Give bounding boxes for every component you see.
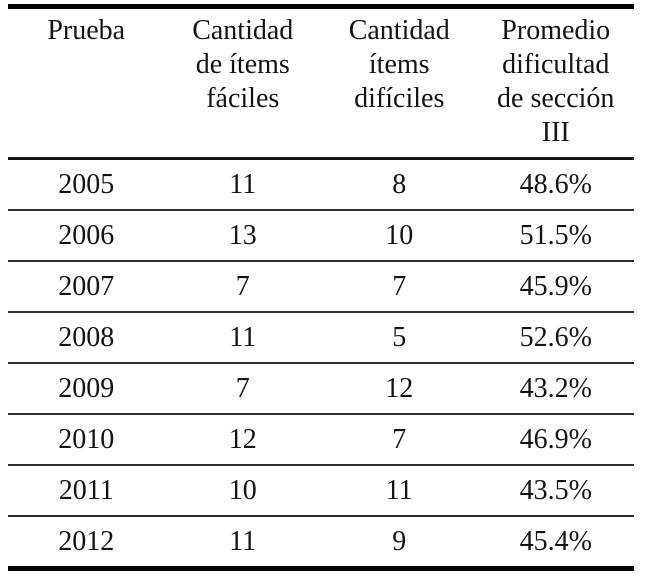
avg-difficulty-cell: 43.2% — [477, 363, 634, 415]
item-difficulty-table: Prueba Cantidad de ítems fáciles Cantida… — [8, 4, 634, 571]
year-cell: 2009 — [8, 363, 165, 415]
difficult-items-cell: 5 — [321, 312, 478, 364]
difficult-items-cell: 9 — [392, 525, 407, 557]
header-line: Promedio — [501, 15, 611, 46]
header-line: Prueba — [47, 15, 126, 46]
easy-items-cell: 11 — [164, 158, 321, 211]
year-cell: 2006 — [8, 210, 165, 262]
avg-difficulty-cell: 52.6% — [477, 312, 634, 364]
avg-difficulty-cell: 51.5% — [477, 210, 634, 262]
table-row: 2012 11 9 45.4% — [8, 516, 634, 569]
header-line: Cantidad — [192, 15, 294, 46]
avg-difficulty-cell: 45.4% — [519, 525, 592, 557]
easy-items-cell: 11 — [229, 525, 257, 557]
table-row: 2011 10 11 43.5% — [8, 465, 634, 517]
header-line: dificultad — [502, 49, 610, 80]
year-cell: 2011 — [8, 465, 165, 517]
difficult-items-cell: 10 — [321, 210, 478, 262]
easy-items-cell: 7 — [164, 363, 321, 415]
scanned-table-region: Prueba Cantidad de ítems fáciles Cantida… — [8, 4, 634, 571]
header-line: Cantidad — [348, 15, 450, 46]
header-line: de ítems — [195, 49, 290, 80]
header-line: difíciles — [354, 83, 445, 114]
header-line: fáciles — [206, 83, 280, 114]
table-row: 2007 7 7 45.9% — [8, 261, 634, 313]
column-header-prueba: Prueba — [8, 6, 165, 160]
header-row: Prueba Cantidad de ítems fáciles Cantida… — [8, 6, 634, 160]
header-line: ítems — [368, 49, 430, 80]
table-header: Prueba Cantidad de ítems fáciles Cantida… — [8, 6, 634, 160]
column-header-promedio-dificultad: Promedio dificultad de sección III — [477, 6, 634, 160]
year-cell: 2010 — [8, 414, 165, 466]
avg-difficulty-cell: 46.9% — [477, 414, 634, 466]
year-cell: 2005 — [8, 158, 165, 211]
table-row: 2005 11 8 48.6% — [8, 158, 634, 211]
difficult-items-cell: 7 — [321, 414, 478, 466]
difficult-items-cell: 7 — [321, 261, 478, 313]
difficult-items-cell: 12 — [321, 363, 478, 415]
table-row: 2010 12 7 46.9% — [8, 414, 634, 466]
table-body: 2005 11 8 48.6% 2006 13 10 51.5% 2007 7 … — [8, 158, 634, 569]
avg-difficulty-cell: 43.5% — [477, 465, 634, 517]
year-cell: 2007 — [8, 261, 165, 313]
year-cell: 2008 — [8, 312, 165, 364]
header-line: III — [541, 117, 570, 148]
header-line: de sección — [497, 83, 615, 114]
table-row: 2006 13 10 51.5% — [8, 210, 634, 262]
easy-items-cell: 13 — [164, 210, 321, 262]
avg-difficulty-cell: 48.6% — [477, 158, 634, 211]
difficult-items-cell: 8 — [321, 158, 478, 211]
table-row: 2008 11 5 52.6% — [8, 312, 634, 364]
avg-difficulty-cell: 45.9% — [477, 261, 634, 313]
table-row: 2009 7 12 43.2% — [8, 363, 634, 415]
column-header-items-faciles: Cantidad de ítems fáciles — [164, 6, 321, 160]
difficult-items-cell: 11 — [321, 465, 478, 517]
year-cell: 2012 — [58, 525, 115, 557]
easy-items-cell: 10 — [164, 465, 321, 517]
easy-items-cell: 12 — [164, 414, 321, 466]
easy-items-cell: 7 — [164, 261, 321, 313]
column-header-items-dificiles: Cantidad ítems difíciles — [321, 6, 478, 160]
easy-items-cell: 11 — [164, 312, 321, 364]
